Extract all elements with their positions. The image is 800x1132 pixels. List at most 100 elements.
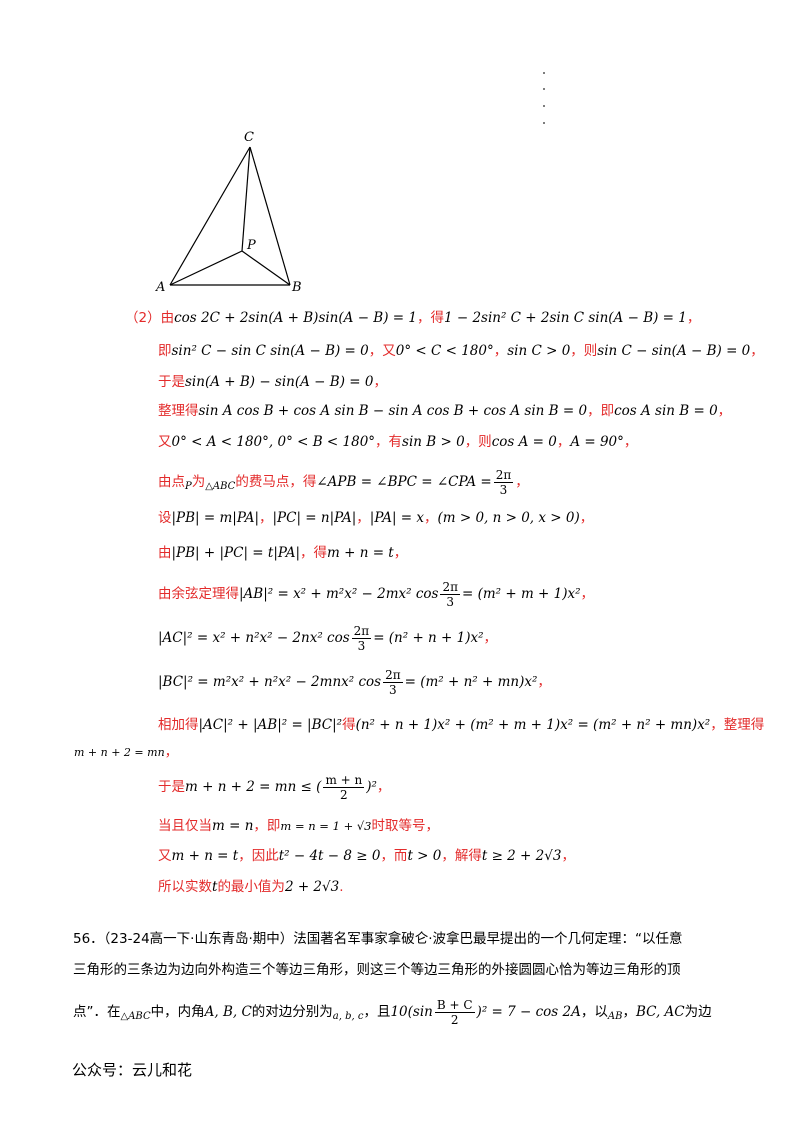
solution-line-15: 当且仅当m = n，即m = n = 1 + √3时取等号， (158, 816, 439, 836)
solution-line-9: 由余弦定理得|AB|² = x² + m²x² − 2mx² cos 2π 3 = (… (158, 578, 594, 610)
formula: (n² + n + 1)x² + (m² + m + 1)x² = (m² + … (355, 717, 711, 733)
text: 由 (158, 545, 172, 561)
decorative-dots (541, 72, 547, 132)
text: 于是 (158, 374, 185, 390)
footer-account: 公众号：云儿和花 (72, 1061, 193, 1079)
vertex-label-P: P (246, 238, 256, 253)
numerator: B + C (434, 997, 475, 1013)
formula: 1 − 2sin² C + 2sin C sin(A − B) = 1 (443, 310, 687, 326)
formula: sin² C − sin C sin(A − B) = 0 (171, 343, 369, 359)
text: ，则 (464, 434, 492, 450)
text: ， (515, 474, 529, 490)
triangle-diagram: C P A B (155, 130, 302, 295)
text: 由余弦定理得 (158, 586, 239, 602)
formula: sin A cos B + cos A sin B − sin A cos B … (198, 403, 588, 419)
formula: m = n = 1 + √3 (280, 819, 372, 833)
formula: t (212, 879, 218, 895)
fraction: 2π 3 (351, 624, 372, 653)
numerator: 2π (383, 667, 403, 683)
text: ，得 (300, 545, 328, 561)
text: 由点 (158, 474, 185, 490)
formula: cos A = 0 (491, 434, 557, 450)
formula: = (m² + m + 1)x² (461, 586, 581, 602)
text: （2）由 (125, 310, 175, 326)
solution-line-5: 又0° < A < 180°, 0° < B < 180°，有sin B > 0… (158, 432, 637, 452)
solution-line-12: 相加得|AC|² + |AB|² = |BC|²得(n² + n + 1)x² … (158, 715, 764, 735)
text: 又 (158, 848, 172, 864)
solution-line-13: m + n + 2 = mn， (74, 742, 178, 763)
text: ，即 (587, 403, 615, 419)
text: . (339, 879, 344, 895)
solution-line-11: |BC|² = m²x² + n²x² − 2mnx² cos 2π 3 = (m² … (158, 666, 551, 698)
formula: 2 + 2√3 (284, 879, 340, 895)
vertex-label-C: C (244, 130, 254, 145)
formula: △ABC (120, 1011, 151, 1022)
formula: |PA| = x (369, 510, 424, 526)
formula: sin C − sin(A − B) = 0 (597, 343, 751, 359)
formula: △ABC (205, 481, 236, 492)
text: ，得 (416, 310, 444, 326)
formula: cos A sin B = 0 (614, 403, 718, 419)
text: 相加得 (158, 717, 199, 733)
vertex-label-B: B (291, 280, 302, 295)
text: ， (556, 434, 571, 450)
formula: a, b, c (332, 1011, 364, 1022)
solution-line-3: 于是sin(A + B) − sin(A − B) = 0， (158, 372, 387, 392)
formula: 0° < C < 180° (395, 343, 494, 359)
segment-PA (169, 250, 243, 286)
text: ，解得 (441, 848, 482, 864)
text: 为边 (684, 1004, 712, 1020)
formula: |AC|² + |AB|² = |BC|² (198, 717, 343, 733)
text: 为 (191, 474, 206, 490)
text: ， (424, 510, 438, 526)
formula: t ≥ 2 + 2√3 (481, 848, 562, 864)
formula: m = n (212, 818, 254, 834)
text: ，以 (580, 1004, 608, 1020)
text: 时取等号， (371, 818, 440, 834)
question-line-3: 点”．在△ABC中，内角A, B, C的对边分别为a, b, c，且10(sin… (73, 992, 712, 1037)
formula: AB (607, 1011, 623, 1022)
text: ，有 (375, 434, 403, 450)
formula: )² (366, 779, 377, 795)
text: ， (373, 374, 387, 390)
formula: )² = 7 − cos 2A (476, 1004, 581, 1020)
text: ， (356, 510, 370, 526)
segment-PB (241, 250, 291, 286)
denominator: 2 (340, 787, 348, 802)
solution-line-1: （2）由cos 2C + 2sin(A + B)sin(A − B) = 1，得… (125, 308, 700, 328)
solution-line-8: 由|PB| + |PC| = t|PA|，得m + n = t， (158, 543, 407, 563)
formula: m + n = t (327, 545, 394, 561)
text: ， (164, 744, 179, 760)
denominator: 2 (450, 1012, 459, 1027)
text: ， (686, 310, 701, 326)
text: ， (622, 1004, 636, 1020)
formula: A, B, C (204, 1004, 252, 1020)
numerator: 2π (493, 467, 514, 483)
numerator: 2π (440, 579, 460, 595)
formula: 0° < A < 180°, 0° < B < 180° (171, 434, 376, 450)
text: ， (580, 586, 595, 602)
text: ，又 (368, 343, 396, 359)
text: 于是 (158, 779, 185, 795)
formula: |PC| = n|PA| (272, 510, 357, 526)
denominator: 3 (499, 482, 508, 497)
formula: sin C > 0 (507, 343, 571, 359)
formula: = (n² + n + 1)x² (373, 630, 484, 646)
text: 的费马点，得 (235, 474, 317, 490)
formula: A = 90° (570, 434, 624, 450)
text: ， (537, 674, 551, 690)
solution-line-10: |AC|² = x² + n²x² − 2nx² cos 2π 3 = (n² + n… (158, 622, 497, 654)
text: 当且仅当 (158, 818, 212, 834)
denominator: 3 (389, 682, 397, 697)
numerator: m + n (323, 772, 365, 788)
solution-line-6: 由点P为△ABC的费马点，得∠APB = ∠BPC = ∠CPA = 2π 3， (158, 466, 529, 503)
solution-line-16: 又m + n = t，因此t² − 4t − 8 ≥ 0，而t > 0，解得t … (158, 846, 575, 866)
text: ， (483, 630, 498, 646)
text: 的最小值为 (217, 879, 285, 895)
solution-line-14: 于是m + n + 2 = mn ≤ (m + n 2)²， (158, 770, 390, 804)
formula: t > 0 (407, 848, 442, 864)
formula: 10(sin (390, 1004, 433, 1020)
text: ， (393, 545, 408, 561)
text: ， (493, 343, 508, 359)
